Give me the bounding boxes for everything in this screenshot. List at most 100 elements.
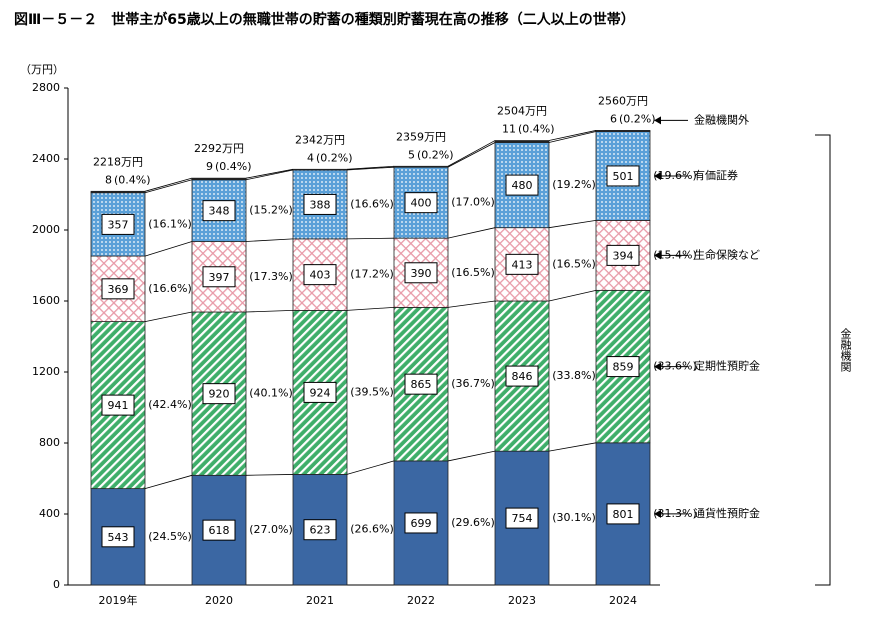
x-tick-label: 2023	[508, 594, 536, 607]
value-label: 6	[610, 112, 617, 125]
value-label-box	[505, 253, 539, 275]
bracket	[815, 134, 831, 586]
legend-arrowhead	[654, 509, 661, 518]
value-label: 9	[206, 160, 213, 173]
share-label: (30.1%)	[552, 511, 596, 524]
x-tick-label: 2024	[609, 594, 637, 607]
value-label: 618	[209, 524, 230, 537]
value-label: 846	[512, 370, 533, 383]
value-label-box	[101, 278, 135, 300]
value-label: 941	[108, 399, 129, 412]
value-label-box	[101, 526, 135, 548]
value-label-box	[404, 373, 438, 395]
value-label: 400	[411, 197, 432, 210]
share-label: (40.1%)	[249, 387, 293, 400]
connector-line	[346, 460, 395, 475]
legend-label: 金融機関外	[694, 113, 749, 126]
bar-segment	[494, 140, 550, 143]
value-label: 623	[310, 524, 331, 537]
value-label-box	[404, 192, 438, 214]
value-label-box	[101, 213, 135, 235]
value-label-box	[202, 266, 236, 288]
value-label: 924	[310, 386, 331, 399]
y-tick-label: 800	[39, 436, 60, 449]
connector-line	[548, 131, 597, 143]
share-label: (33.8%)	[552, 369, 596, 382]
share-label: (29.6%)	[451, 516, 495, 529]
share-label: (0.2%)	[417, 148, 454, 161]
value-label: 859	[613, 361, 634, 374]
y-tick-label: 2000	[32, 223, 60, 236]
value-label: 801	[613, 508, 634, 521]
x-tick-label: 2020	[205, 594, 233, 607]
value-label-box	[505, 174, 539, 196]
value-label: 865	[411, 378, 432, 391]
connector-line	[447, 300, 496, 308]
share-label: (0.4%)	[215, 160, 252, 173]
legend-label: 通貨性預貯金	[694, 506, 760, 520]
value-label-box	[606, 503, 640, 525]
total-label: 2359万円	[396, 130, 446, 143]
value-label-box	[202, 519, 236, 541]
bar-segment	[595, 130, 651, 132]
share-label: (16.1%)	[148, 217, 192, 230]
y-tick-label: 1200	[32, 365, 60, 378]
share-label: (17.0%)	[451, 196, 495, 209]
value-label-box	[404, 512, 438, 534]
value-label-box	[101, 394, 135, 416]
value-label: 920	[209, 388, 230, 401]
value-label: 388	[310, 198, 331, 211]
share-label: (0.4%)	[114, 173, 151, 186]
connector-line	[245, 474, 294, 476]
connector-line	[144, 311, 193, 322]
y-tick-label: 2400	[32, 152, 60, 165]
connector-line	[245, 238, 294, 242]
value-label-box	[606, 356, 640, 378]
total-label: 2342万円	[295, 133, 345, 146]
x-tick-label: 2019年	[99, 593, 138, 607]
value-label: 348	[209, 205, 230, 218]
value-label-box	[303, 193, 337, 215]
total-label: 2504万円	[497, 105, 547, 118]
value-label: 699	[411, 517, 432, 530]
share-label: (16.6%)	[148, 282, 192, 295]
connector-line	[245, 169, 294, 181]
connector-line	[346, 166, 395, 171]
share-label: (42.4%)	[148, 398, 192, 411]
share-label: (26.6%)	[350, 523, 394, 536]
legend-arrowhead	[654, 116, 661, 125]
legend-arrowhead	[654, 362, 661, 371]
connector-line	[447, 227, 496, 239]
legend-arrowhead	[654, 171, 661, 180]
connector-line	[245, 310, 294, 313]
bar-segment	[393, 165, 449, 168]
connector-line	[346, 237, 395, 240]
connector-line	[144, 241, 193, 257]
bar-segment	[494, 450, 550, 586]
y-tick-label: 1600	[32, 294, 60, 307]
share-label: (36.7%)	[451, 377, 495, 390]
value-label: 480	[512, 179, 533, 192]
value-label-box	[202, 383, 236, 405]
connector-line	[548, 442, 597, 452]
value-label-box	[505, 365, 539, 387]
legend-label: 定期性預貯金	[694, 359, 760, 373]
connector-line	[548, 289, 597, 302]
bracket-label: 金融機関	[839, 328, 852, 373]
value-label-box	[303, 519, 337, 541]
value-label-box	[505, 507, 539, 529]
connector-line	[548, 130, 597, 141]
legend-arrowhead	[654, 251, 661, 260]
value-label: 754	[512, 512, 533, 525]
share-label: (0.2%)	[316, 151, 353, 164]
connector-line	[447, 140, 496, 167]
value-label: 8	[105, 173, 112, 186]
chart-title: 図Ⅲ－５－２ 世帯主が65歳以上の無職世帯の貯蓄の種類別貯蓄現在高の推移（二人以…	[14, 11, 635, 28]
bar-segment	[191, 177, 247, 181]
connector-line	[144, 474, 193, 490]
connector-line	[447, 450, 496, 462]
connector-line	[346, 306, 395, 311]
value-label-box	[303, 381, 337, 403]
connector-line	[245, 168, 294, 179]
